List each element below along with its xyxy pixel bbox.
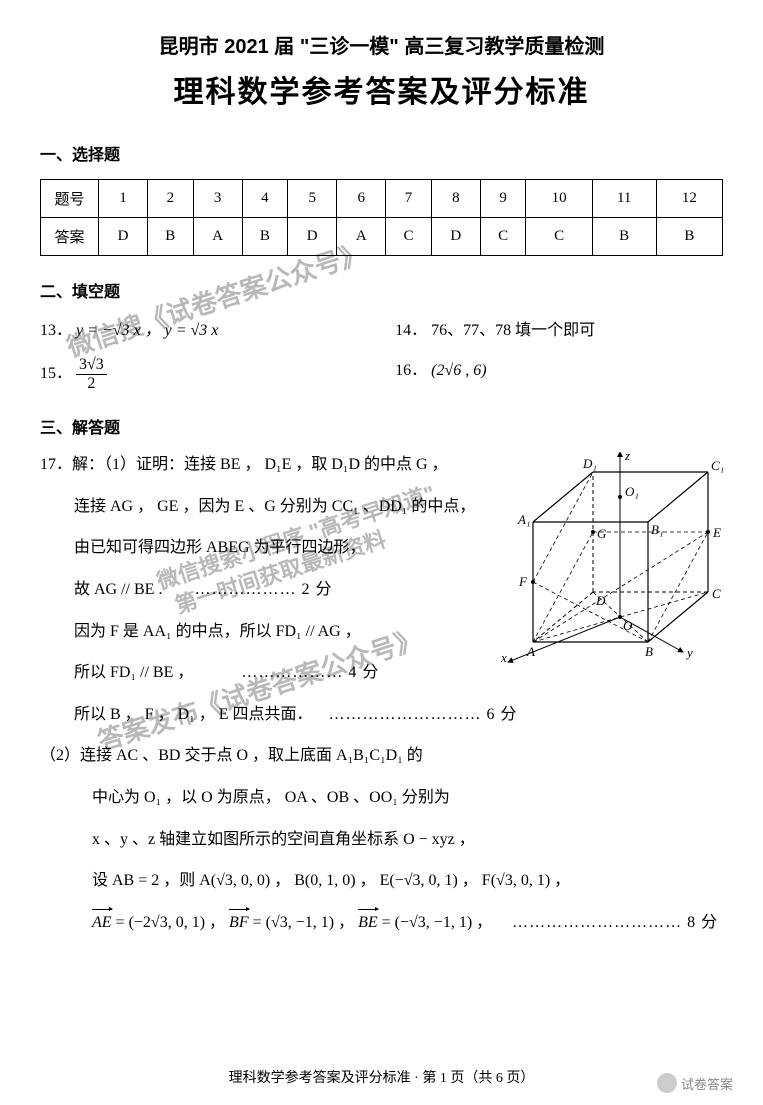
q14-answer: 76、77、78 填一个即可 xyxy=(431,322,595,339)
q17-container: D₁ C₁ A₁ B₁ O₁ G E F D C A B O x y z 17．… xyxy=(40,452,723,935)
label-z: z xyxy=(624,452,630,463)
table-cell: C xyxy=(480,218,526,256)
label-O1: O₁ xyxy=(625,484,639,499)
label-A1: A₁ xyxy=(517,512,530,527)
q14-label: 14． xyxy=(395,322,427,339)
q17-line-12: AE = (−2√3, 0, 1) ， BF = (√3, −1, 1) ， B… xyxy=(40,910,723,936)
table-cell: 6 xyxy=(337,180,386,218)
table-cell: B xyxy=(656,218,722,256)
table-cell: 5 xyxy=(288,180,337,218)
q17-line-10: x 、y 、z 轴建立如图所示的空间直角坐标系 O − xyz ， xyxy=(40,827,723,853)
wechat-badge: 试卷答案 xyxy=(657,1073,733,1093)
label-B1: B₁ xyxy=(651,522,663,537)
label-D1: D₁ xyxy=(582,456,597,471)
label-G: G xyxy=(597,526,607,541)
q14: 14． 76、77、78 填一个即可 xyxy=(395,316,723,340)
table-cell: 11 xyxy=(592,180,656,218)
table-cell: 3 xyxy=(193,180,242,218)
cube-diagram: D₁ C₁ A₁ B₁ O₁ G E F D C A B O x y z xyxy=(483,452,733,672)
table-cell: 8 xyxy=(431,180,480,218)
vector-BE: BE xyxy=(358,910,378,936)
section-1-title: 一、选择题 xyxy=(40,141,723,165)
q13-label: 13． xyxy=(40,322,72,339)
score-mark-8: ………………………… 8 分 xyxy=(512,914,718,931)
table-cell: A xyxy=(193,218,242,256)
q17-line-8: （2）连接 AC 、BD 交于点 O ，取上底面 A₁B₁C₁D₁ 的 xyxy=(40,743,723,769)
score-mark-4: ……………… 4 分 xyxy=(241,664,379,681)
score-mark-2: ……………… 2 分 xyxy=(194,581,332,598)
q17-l12a: = (−2√3, 0, 1) ， xyxy=(112,914,230,931)
score-mark-6: ……………………… 6 分 xyxy=(328,706,517,723)
fraction-numerator: 3√3 xyxy=(76,356,107,375)
table-cell: D xyxy=(288,218,337,256)
table-cell: 9 xyxy=(480,180,526,218)
q13: 13． y = −√3 x ， y = √3 x xyxy=(40,316,395,340)
vector-BF: BF xyxy=(229,910,249,936)
table-cell: B xyxy=(148,218,194,256)
row-header: 题号 xyxy=(41,180,99,218)
label-F: F xyxy=(518,574,528,589)
table-cell: D xyxy=(99,218,148,256)
fill-row-1: 13． y = −√3 x ， y = √3 x 14． 76、77、78 填一… xyxy=(40,316,723,340)
vector-AE: AE xyxy=(92,910,112,936)
table-cell: 7 xyxy=(386,180,432,218)
q17-l4a: 故 AG // BE . xyxy=(74,581,162,598)
table-cell: B xyxy=(592,218,656,256)
row-header: 答案 xyxy=(41,218,99,256)
label-A: A xyxy=(526,644,535,659)
section-2-title: 二、填空题 xyxy=(40,278,723,302)
q15-label: 15． xyxy=(40,365,72,382)
table-row: 题号 1 2 3 4 5 6 7 8 9 10 11 12 xyxy=(41,180,723,218)
table-cell: 2 xyxy=(148,180,194,218)
q13-answer: y = −√3 x ， y = √3 x xyxy=(76,322,218,339)
label-D: D xyxy=(595,593,606,608)
q16: 16． (2√6 , 6) xyxy=(395,356,723,392)
table-cell: B xyxy=(242,218,288,256)
table-cell: 12 xyxy=(656,180,722,218)
table-cell: A xyxy=(337,218,386,256)
header-subtitle: 昆明市 2021 届 "三诊一模" 高三复习教学质量检测 xyxy=(40,30,723,59)
q16-label: 16． xyxy=(395,362,427,379)
q15: 15． 3√3 2 xyxy=(40,356,395,392)
section-3-title: 三、解答题 xyxy=(40,414,723,438)
table-cell: C xyxy=(386,218,432,256)
q16-answer: (2√6 , 6) xyxy=(431,362,486,379)
header-title: 理科数学参考答案及评分标准 xyxy=(40,67,723,111)
wechat-icon xyxy=(657,1073,677,1093)
q17-l7a: 所以 B ， F ， D₁ ， E 四点共面． xyxy=(74,706,312,723)
q15-fraction: 3√3 2 xyxy=(76,356,107,392)
label-E: E xyxy=(712,525,721,540)
table-cell: 1 xyxy=(99,180,148,218)
diagram-svg: D₁ C₁ A₁ B₁ O₁ G E F D C A B O x y z xyxy=(483,452,733,672)
q17-l6a: 所以 FD₁ // BE ， xyxy=(74,664,193,681)
fraction-denominator: 2 xyxy=(76,375,107,393)
q17-line-11: 设 AB = 2 ，则 A(√3, 0, 0) ， B(0, 1, 0) ， E… xyxy=(40,868,723,894)
wechat-badge-text: 试卷答案 xyxy=(681,1074,733,1093)
table-cell: D xyxy=(431,218,480,256)
q17-line-7: 所以 B ， F ， D₁ ， E 四点共面． ……………………… 6 分 xyxy=(40,702,723,728)
label-C: C xyxy=(712,586,721,601)
label-C1: C₁ xyxy=(711,458,724,473)
fill-row-2: 15． 3√3 2 16． (2√6 , 6) xyxy=(40,356,723,392)
table-cell: 4 xyxy=(242,180,288,218)
table-row: 答案 D B A B D A C D C C B B xyxy=(41,218,723,256)
table-cell: 10 xyxy=(526,180,592,218)
table-cell: C xyxy=(526,218,592,256)
label-O: O xyxy=(623,618,633,633)
q17-line-9: 中心为 O₁ ，以 O 为原点， OA 、OB 、OO₁ 分别为 xyxy=(40,785,723,811)
page-footer: 理科数学参考答案及评分标准 · 第 1 页（共 6 页） xyxy=(0,1067,763,1087)
label-x: x xyxy=(500,650,507,665)
answer-table: 题号 1 2 3 4 5 6 7 8 9 10 11 12 答案 D B A B… xyxy=(40,179,723,256)
label-y: y xyxy=(685,645,693,660)
label-B: B xyxy=(645,644,653,659)
q17-l1-text: 解：（1）证明：连接 BE ， D₁E ，取 D₁D 的中点 G ， xyxy=(72,456,448,473)
q17-prefix: 17． xyxy=(40,456,72,473)
